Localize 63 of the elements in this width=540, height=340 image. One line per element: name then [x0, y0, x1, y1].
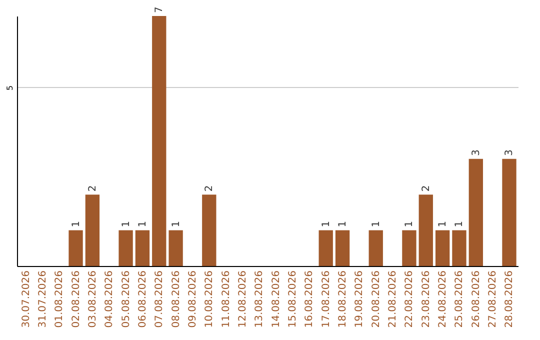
data-label: 1 [170, 220, 182, 228]
bar [435, 230, 450, 266]
data-label: 1 [404, 220, 416, 228]
bar [85, 194, 100, 266]
x-tick-label: 12.08.2026 [237, 270, 248, 328]
bar [368, 230, 383, 266]
data-label: 2 [87, 185, 98, 192]
data-label: 3 [504, 149, 516, 156]
data-label: 3 [470, 149, 482, 156]
data-label: 1 [438, 220, 449, 228]
data-label: 1 [370, 220, 382, 228]
x-tick-label: 30.07.2026 [20, 270, 32, 328]
bar [118, 230, 133, 266]
x-tick-label: 13.08.2026 [254, 270, 266, 328]
x-tick-label: 26.08.2026 [470, 270, 482, 328]
data-label: 1 [120, 220, 132, 228]
bar [318, 230, 333, 266]
data-label: 1 [320, 220, 332, 228]
x-tick-label: 23.08.2026 [420, 270, 432, 328]
bar [152, 16, 166, 266]
x-tick-label: 16.08.2026 [304, 270, 316, 328]
x-tick-label: 27.08.2026 [488, 270, 499, 328]
data-label: 2 [420, 185, 432, 192]
x-tick-label: 07.08.2026 [154, 270, 166, 328]
x-tick-label: 17.08.2026 [320, 270, 332, 328]
x-tick-label: 18.08.2026 [338, 270, 349, 328]
bar [68, 230, 83, 266]
data-label: 1 [454, 220, 466, 228]
data-label: 2 [204, 185, 216, 192]
x-tick-label: 24.08.2026 [438, 270, 449, 328]
x-tick-label: 11.08.2026 [220, 270, 232, 328]
x-tick-label: 19.08.2026 [354, 270, 366, 328]
data-label: 1 [338, 220, 349, 228]
x-tick-label: 25.08.2026 [454, 270, 466, 328]
bar [168, 230, 183, 266]
x-tick-label: 06.08.2026 [137, 270, 148, 328]
x-tick-label: 04.08.2026 [104, 270, 116, 328]
x-tick-label: 02.08.2026 [70, 270, 82, 328]
data-label: 7 [154, 6, 166, 13]
y-tick-label: 5 [6, 85, 14, 90]
x-tick-label: 15.08.2026 [288, 270, 299, 328]
x-tick-label: 21.08.2026 [388, 270, 399, 328]
bar [418, 194, 433, 266]
bar [452, 230, 466, 266]
x-tick-label: 09.08.2026 [187, 270, 198, 328]
x-tick-label: 20.08.2026 [370, 270, 382, 328]
x-tick-label: 22.08.2026 [404, 270, 416, 328]
x-tick-label: 31.07.2026 [37, 270, 48, 328]
x-tick-label: 14.08.2026 [270, 270, 282, 328]
bar [335, 230, 350, 266]
x-tick-label: 05.08.2026 [120, 270, 132, 328]
bar [402, 230, 416, 266]
x-tick-label: 01.08.2026 [54, 270, 66, 328]
x-tick-label: 28.08.2026 [504, 270, 516, 328]
data-label: 1 [137, 220, 148, 228]
x-tick-label: 08.08.2026 [170, 270, 182, 328]
bar [502, 158, 516, 266]
data-label: 1 [70, 220, 82, 228]
bar [468, 158, 483, 266]
x-tick-label: 03.08.2026 [87, 270, 98, 328]
bar [202, 194, 216, 266]
bar [135, 230, 150, 266]
x-tick-label: 10.08.2026 [204, 270, 216, 328]
